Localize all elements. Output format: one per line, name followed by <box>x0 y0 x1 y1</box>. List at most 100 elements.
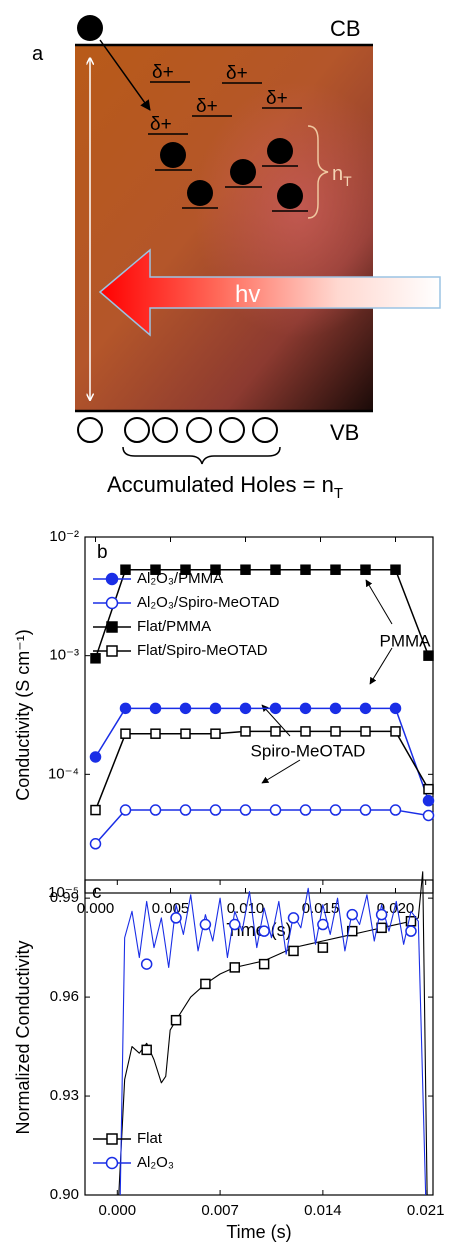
marker <box>346 908 358 921</box>
marker <box>150 728 161 739</box>
hv-label: hv <box>235 281 260 308</box>
holes-label: Accumulated Holes = nT <box>107 472 343 502</box>
legend-label: Al₂O₃/PMMA <box>137 570 223 587</box>
nt-base: n <box>332 163 343 185</box>
legend-marker <box>106 645 118 657</box>
trapped-electron <box>230 159 256 185</box>
cb-label: CB <box>330 16 361 41</box>
trap-levels <box>148 81 308 212</box>
chart: c0.000 0.007 0.014 0.0210.900.930.960.99Tim… <box>13 871 444 1242</box>
marker <box>270 564 281 575</box>
marker <box>300 564 311 575</box>
delta-label: δ+ <box>196 96 218 117</box>
x-tick-label: 0.000 <box>99 1202 137 1219</box>
marker <box>359 702 372 715</box>
x-tick-label: 0.000 <box>77 900 115 917</box>
series-line <box>119 887 427 1196</box>
marker <box>210 728 221 739</box>
marker <box>89 751 102 763</box>
panel-label: c <box>92 882 102 903</box>
marker <box>90 804 101 816</box>
marker <box>389 804 402 816</box>
nt-sub: T <box>343 173 352 189</box>
band-gap-glow <box>75 45 373 411</box>
marker <box>329 804 342 816</box>
marker <box>422 809 435 822</box>
series-line <box>94 809 429 845</box>
nt-brace <box>307 125 329 219</box>
delta-label: δ+ <box>150 114 172 135</box>
x-tick-label: 0.005 <box>152 900 190 917</box>
marker <box>149 702 162 715</box>
marker <box>119 804 132 816</box>
x-tick-label: 0.007 <box>201 1202 239 1219</box>
marker <box>360 726 371 737</box>
marker <box>258 925 270 937</box>
marker <box>240 726 251 737</box>
marker <box>229 962 241 973</box>
marker <box>170 912 182 924</box>
panel-label: b <box>97 542 108 563</box>
x-tick-label: 0.014 <box>304 1202 342 1219</box>
pmma-arrow <box>369 647 393 685</box>
legend-marker <box>106 1133 118 1145</box>
holes-base: Accumulated Holes = n <box>107 472 334 497</box>
marker <box>423 783 434 795</box>
y-tick-label: 10⁻² <box>49 528 79 545</box>
y-axis-label: Normalized Conductivity <box>13 940 33 1134</box>
holes-sub: T <box>334 485 343 502</box>
marker <box>390 726 401 737</box>
marker <box>422 794 435 807</box>
hole <box>124 417 150 443</box>
nt-label: nT <box>332 163 352 189</box>
marker <box>120 728 131 739</box>
marker <box>405 925 417 937</box>
y-tick-label: 0.99 <box>50 889 79 906</box>
hole <box>152 417 178 443</box>
marker <box>200 978 211 990</box>
hv-arrow <box>98 248 441 337</box>
marker <box>179 804 192 816</box>
legend-label: Al₂O₃ <box>137 1154 174 1171</box>
legend-label: Flat <box>137 1130 163 1147</box>
annotation: Spiro-MeOTAD <box>251 741 366 760</box>
marker <box>140 958 153 970</box>
marker <box>120 564 131 575</box>
annotation: PMMA <box>380 631 432 650</box>
marker <box>389 702 402 715</box>
marker <box>199 918 212 931</box>
marker <box>299 804 312 816</box>
marker <box>141 1044 152 1056</box>
marker <box>269 804 282 816</box>
y-tick-label: 0.90 <box>50 1186 79 1203</box>
holes-brace <box>122 446 281 465</box>
panel-label: a <box>32 43 44 65</box>
electron <box>77 15 103 41</box>
marker <box>329 702 342 715</box>
marker <box>317 918 329 931</box>
marker <box>210 564 221 575</box>
marker <box>89 838 102 850</box>
marker <box>229 918 241 931</box>
marker <box>258 958 270 970</box>
marker <box>209 804 222 816</box>
marker <box>359 804 372 816</box>
trapped-electron <box>267 138 293 164</box>
delta-label: δ+ <box>266 88 288 109</box>
hole <box>186 417 212 443</box>
marker <box>360 564 371 575</box>
trap-arrow <box>99 39 151 111</box>
hole <box>219 417 245 443</box>
pmma-arrow <box>365 579 393 625</box>
hole <box>252 417 278 443</box>
marker <box>346 925 358 937</box>
y-axis-label: Conductivity (S cm⁻¹) <box>13 629 33 801</box>
marker <box>209 702 222 715</box>
y-tick-label: 10⁻³ <box>49 647 79 664</box>
marker <box>270 726 281 737</box>
marker <box>330 564 341 575</box>
marker <box>376 922 387 934</box>
marker <box>423 650 434 661</box>
legend-label: Al₂O₃/Spiro-MeOTAD <box>137 594 280 611</box>
marker <box>150 564 161 575</box>
